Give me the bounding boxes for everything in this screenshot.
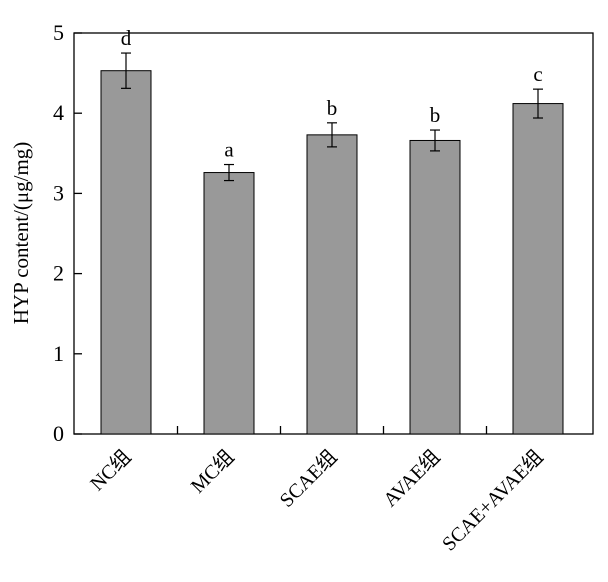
bar-series — [100, 70, 564, 435]
y-axis-title: HYP content/(μg/mg) — [9, 142, 33, 325]
significance-letter: c — [533, 62, 542, 86]
significance-letter: b — [430, 103, 441, 127]
x-category-label: SCAE+AVAE组 — [437, 445, 547, 555]
bar — [306, 134, 358, 435]
y-tick-label: 0 — [53, 421, 64, 446]
significance-labels: d a b b c — [121, 26, 543, 161]
x-category-label: NC组 — [85, 445, 135, 495]
bar — [409, 139, 461, 435]
error-bars — [121, 52, 543, 182]
bar — [512, 103, 564, 435]
bar — [203, 172, 255, 435]
y-tick-label: 5 — [53, 20, 64, 45]
y-tick-label: 2 — [53, 261, 64, 286]
y-tick-label: 3 — [53, 180, 64, 205]
significance-letter: b — [327, 96, 338, 120]
x-category-label: AVAE组 — [378, 445, 444, 511]
x-category-label: SCAE组 — [275, 445, 342, 512]
bar — [100, 70, 152, 435]
y-tick-label: 1 — [53, 341, 64, 366]
significance-letter: d — [121, 26, 132, 50]
y-tick-label: 4 — [53, 100, 64, 125]
significance-letter: a — [224, 138, 234, 162]
x-category-label: MC组 — [186, 445, 238, 497]
y-axis: 0 1 2 3 4 5 — [53, 20, 82, 446]
